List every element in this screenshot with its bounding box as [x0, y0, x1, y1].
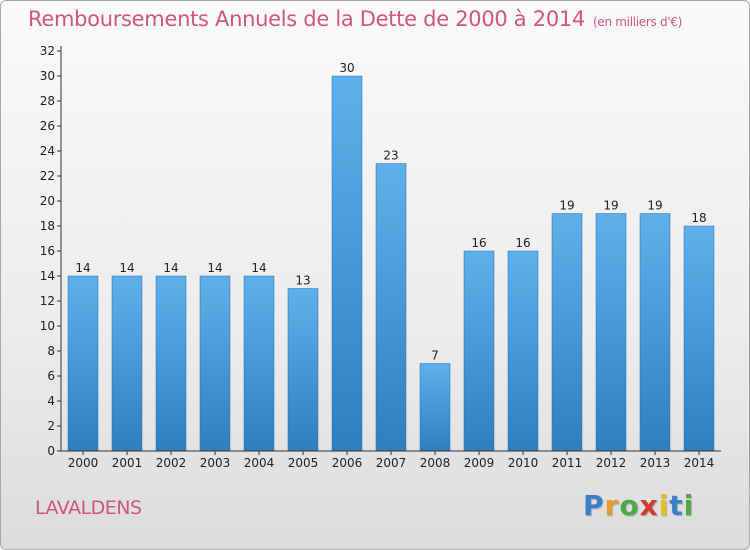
bar-2005	[287, 288, 319, 452]
x-tick-label-2000: 2000	[68, 456, 99, 470]
bar-2002	[155, 275, 187, 452]
data-label-2010: 16	[515, 236, 530, 250]
x-tick-label-2008: 2008	[420, 456, 451, 470]
y-tick-label-18: 18	[40, 219, 55, 233]
data-label-2005: 13	[295, 274, 310, 288]
place-name: LAVALDENS	[35, 497, 142, 519]
bar-2001	[111, 275, 143, 452]
data-label-2007: 23	[383, 149, 398, 163]
y-tick-label-14: 14	[40, 269, 55, 283]
x-tick-label-2009: 2009	[464, 456, 495, 470]
logo-letter: i	[683, 489, 695, 522]
data-label-2008: 7	[431, 349, 439, 363]
y-tick-label-24: 24	[40, 144, 55, 158]
bar-2009	[463, 250, 495, 452]
data-label-2012: 19	[603, 199, 618, 213]
data-label-2000: 14	[75, 261, 90, 275]
title-text: Remboursements Annuels de la Dette de 20…	[28, 7, 585, 31]
data-label-2009: 16	[471, 236, 486, 250]
x-tick-label-2014: 2014	[684, 456, 715, 470]
logo-letter: r	[604, 489, 620, 522]
logo-letter: o	[619, 489, 640, 522]
y-tick-label-4: 4	[47, 394, 55, 408]
logo-letter: t	[669, 489, 684, 522]
x-tick-label-2010: 2010	[508, 456, 539, 470]
axes-group: 2000 2001 2002 2003 2004 2005 2006 2007 2008 2009…	[40, 44, 721, 470]
bar-2003	[199, 275, 231, 452]
data-label-2013: 19	[647, 199, 662, 213]
x-tick-label-2012: 2012	[596, 456, 627, 470]
y-tick-label-22: 22	[40, 169, 55, 183]
y-tick-label-2: 2	[47, 419, 55, 433]
x-tick-label-2002: 2002	[156, 456, 187, 470]
data-label-2014: 18	[691, 211, 706, 225]
y-tick-label-8: 8	[47, 344, 55, 358]
bar-2011	[551, 213, 583, 452]
bar-2004	[243, 275, 275, 452]
bar-2000	[67, 275, 99, 452]
y-tick-label-16: 16	[40, 244, 55, 258]
data-label-2006: 30	[339, 61, 354, 75]
data-label-2001: 14	[119, 261, 134, 275]
data-label-2003: 14	[207, 261, 222, 275]
bar-2014	[683, 225, 715, 452]
logo-letter: i	[658, 489, 670, 522]
chart-title: Remboursements Annuels de la Dette de 20…	[28, 7, 682, 31]
y-tick-label-10: 10	[40, 319, 55, 333]
bar-2006	[331, 75, 363, 452]
bar-2010	[507, 250, 539, 452]
x-tick-label-2011: 2011	[552, 456, 583, 470]
x-tick-label-2006: 2006	[332, 456, 363, 470]
bar-2008	[419, 363, 451, 452]
chart-subtitle: (en milliers d'€)	[593, 15, 683, 29]
data-label-2011: 19	[559, 199, 574, 213]
data-label-2002: 14	[163, 261, 178, 275]
logo-letter: x	[639, 489, 659, 522]
proxiti-logo: Proxiti	[583, 489, 694, 522]
bar-2013	[639, 213, 671, 452]
logo-letter: P	[583, 489, 605, 522]
x-tick-label-2013: 2013	[640, 456, 671, 470]
x-tick-label-2007: 2007	[376, 456, 407, 470]
y-tick-label-0: 0	[47, 444, 55, 458]
x-tick-label-2003: 2003	[200, 456, 231, 470]
y-tick-label-32: 32	[40, 44, 55, 58]
y-tick-label-26: 26	[40, 119, 55, 133]
y-tick-label-20: 20	[40, 194, 55, 208]
data-label-2004: 14	[251, 261, 266, 275]
y-tick-label-28: 28	[40, 94, 55, 108]
bars-group: 14 14 14 14 14 13 30 23 7 16 16 19 19 19 18	[67, 61, 715, 452]
y-tick-label-6: 6	[47, 369, 55, 383]
x-tick-label-2004: 2004	[244, 456, 275, 470]
x-tick-label-2001: 2001	[112, 456, 143, 470]
y-tick-label-12: 12	[40, 294, 55, 308]
bar-2007	[375, 163, 407, 452]
x-tick-label-2005: 2005	[288, 456, 319, 470]
bar-2012	[595, 213, 627, 452]
y-tick-label-30: 30	[40, 69, 55, 83]
